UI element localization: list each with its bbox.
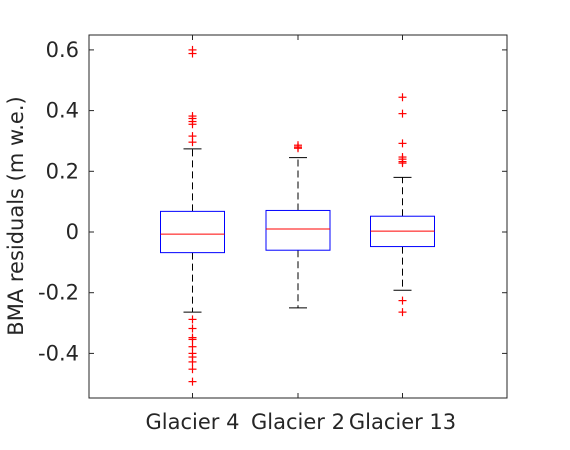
outlier-marker <box>294 144 302 153</box>
iqr-box <box>160 210 225 254</box>
x-tick-label: Glacier 2 <box>251 410 345 434</box>
outlier-marker <box>188 335 197 344</box>
y-tick-label: 0.6 <box>46 38 79 62</box>
y-axis-label: BMA residuals (m w.e.) <box>4 96 28 335</box>
box-series <box>160 45 435 386</box>
outlier-marker <box>188 120 197 129</box>
outlier-marker <box>398 296 407 305</box>
outlier-marker <box>398 109 407 118</box>
iqr-box <box>265 209 331 251</box>
outlier-marker <box>398 139 407 148</box>
outlier-marker <box>188 324 197 333</box>
box-2 <box>265 141 331 309</box>
outlier-marker <box>398 159 407 168</box>
y-tick-label: -0.4 <box>38 341 79 365</box>
outlier-marker <box>398 308 407 317</box>
outlier-marker <box>188 377 197 386</box>
y-axis-ticks: -0.4 -0.2 0 0.2 0.4 0.6 <box>38 38 507 365</box>
outlier-marker <box>188 342 197 351</box>
y-tick-label: 0 <box>66 220 79 244</box>
y-tick-label: -0.2 <box>38 281 79 305</box>
x-axis-ticks: Glacier 4 Glacier 2 Glacier 13 <box>146 35 456 434</box>
box-1 <box>160 45 225 386</box>
y-tick-label: 0.2 <box>46 159 79 183</box>
outlier-marker <box>188 357 197 366</box>
outlier-marker <box>188 315 197 324</box>
outlier-marker <box>188 138 197 147</box>
plot-frame <box>88 34 508 399</box>
x-tick-label: Glacier 13 <box>349 410 456 434</box>
y-tick-label: 0.4 <box>46 99 79 123</box>
box-3 <box>370 93 435 317</box>
x-tick-label: Glacier 4 <box>146 410 240 434</box>
outlier-marker <box>398 93 407 102</box>
outlier-marker <box>188 49 197 58</box>
outlier-marker <box>188 365 197 374</box>
